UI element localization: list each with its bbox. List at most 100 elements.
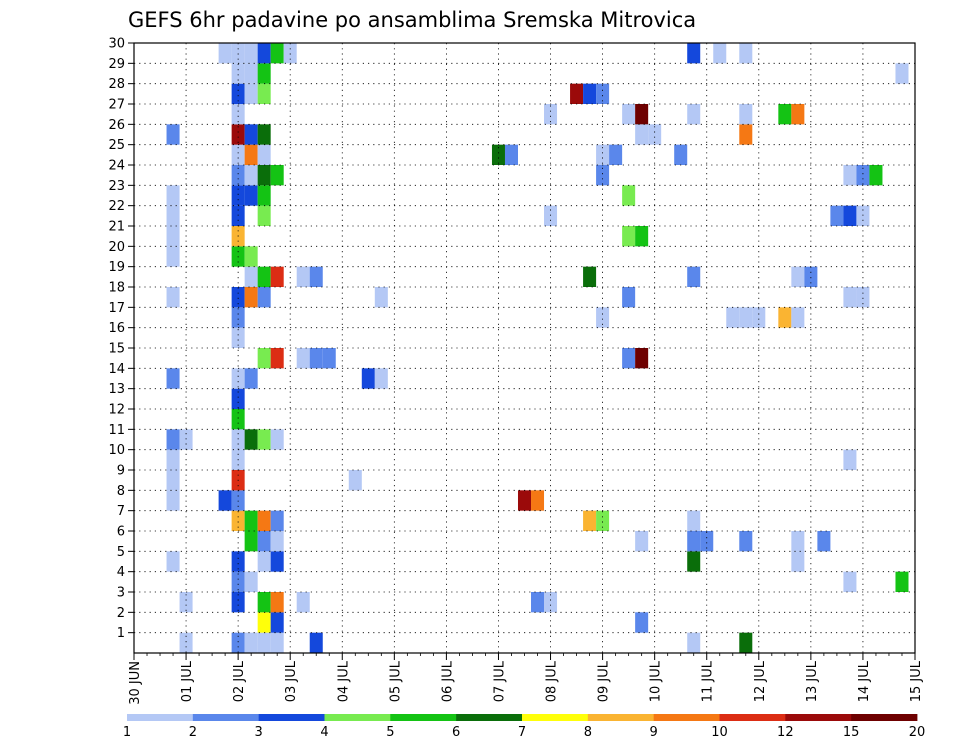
y-tick-label: 4 [117,565,125,580]
heatmap-cell [270,266,284,287]
heatmap-cell [244,266,258,287]
heatmap-cell [596,510,610,531]
heatmap-cell [231,205,245,226]
heatmap-cell [244,43,258,64]
heatmap-cell [231,43,245,64]
heatmap-cell [257,165,271,186]
y-tick-label: 1 [117,626,125,641]
heatmap-cell [322,348,336,369]
heatmap-cell [257,63,271,84]
heatmap-cell [231,165,245,186]
y-tick-label: 17 [108,301,125,316]
heatmap-cell [843,165,857,186]
y-tick-label: 21 [108,220,125,235]
heatmap-cell [270,551,284,572]
heatmap-cell [648,124,662,145]
heatmap-cell [296,592,310,613]
heatmap-cell [231,388,245,409]
heatmap-cell [895,571,909,592]
heatmap-cell [270,612,284,633]
colorbar-label: 8 [584,725,592,740]
heatmap-cell [687,531,701,552]
heatmap-cell [791,307,805,328]
x-tick-label: 09 JUL [597,660,612,702]
heatmap-cell [517,490,532,511]
heatmap-cell [257,429,271,450]
x-tick-label: 05 JUL [388,660,403,702]
heatmap-cell [179,429,193,450]
heatmap-cell [270,592,284,613]
heatmap-cell [244,124,258,145]
x-tick-label: 08 JUL [545,660,560,702]
heatmap-cell [257,144,271,165]
heatmap-cell [622,348,636,369]
y-tick-label: 10 [108,443,125,458]
heatmap-cell [700,531,714,552]
heatmap-cell [270,43,284,64]
y-tick-label: 19 [108,260,125,275]
heatmap-cell [218,43,232,64]
colorbar-swatch [192,714,260,721]
heatmap-cell [270,165,284,186]
colorbar-swatch [851,714,918,721]
heatmap-cell [622,287,636,308]
y-tick-label: 26 [108,118,125,133]
heatmap-cell [622,104,636,125]
heatmap-cell [713,43,727,64]
heatmap-cell [739,531,753,552]
heatmap-cell [283,43,297,64]
heatmap-cell [687,266,701,287]
y-tick-label: 13 [108,382,125,397]
heatmap-cell [687,43,701,64]
x-tick-label: 15 JUL [909,660,924,702]
x-tick-label: 02 JUL [232,660,247,702]
heatmap-cell [374,368,388,389]
x-axis: 30 JUN 01 JUL 02 JUL 03 JUL 04 JUL 05 JUL 06 J… [128,653,924,705]
x-tick-label: 11 JUL [701,660,716,702]
y-tick-label: 9 [117,464,125,479]
colorbar-label: 12 [777,725,794,740]
heatmap-cell [804,266,818,287]
heatmap-cell [231,571,245,592]
colorbar-label: 10 [711,725,728,740]
colorbar-swatch [127,714,194,721]
y-tick-label: 12 [108,403,125,418]
heatmap-cell [635,612,649,633]
y-tick-label: 6 [117,525,125,540]
heatmap-cell [296,348,310,369]
heatmap-cell [596,307,610,328]
colorbar-label: 4 [320,725,328,740]
colorbar-label: 5 [386,725,394,740]
colorbar-label: 9 [650,725,658,740]
heatmap-cell [583,510,597,531]
heatmap-cell [739,307,753,328]
heatmap-cell [596,165,610,186]
heatmap-cell [348,470,362,491]
heatmap-cell [218,490,232,511]
heatmap-cell [687,510,701,531]
y-tick-label: 14 [108,362,125,377]
y-tick-label: 27 [108,98,125,113]
heatmap-cell [231,104,245,125]
y-tick-label: 15 [108,342,125,357]
heatmap-cell [622,185,636,206]
colorbar-swatch [456,714,523,721]
y-tick-label: 5 [117,545,125,560]
heatmap-cell [257,551,271,572]
heatmap-cell [635,348,649,369]
heatmap-cell [687,632,701,653]
heatmap-cell [869,165,883,186]
heatmap-cell [843,571,857,592]
y-tick-label: 3 [117,586,125,601]
heatmap-cell [726,307,740,328]
heatmap-cell [635,104,649,125]
heatmap-cell [244,287,258,308]
x-tick-label: 04 JUL [336,660,351,702]
heatmap-cell [231,287,245,308]
heatmap-cell [583,83,597,104]
heatmap-cell [635,226,649,247]
heatmap-cell [244,63,258,84]
y-tick-label: 28 [108,77,125,92]
colorbar-legend: 1 2 3 4 5 6 7 8 9 10 12 15 20 [123,714,925,740]
